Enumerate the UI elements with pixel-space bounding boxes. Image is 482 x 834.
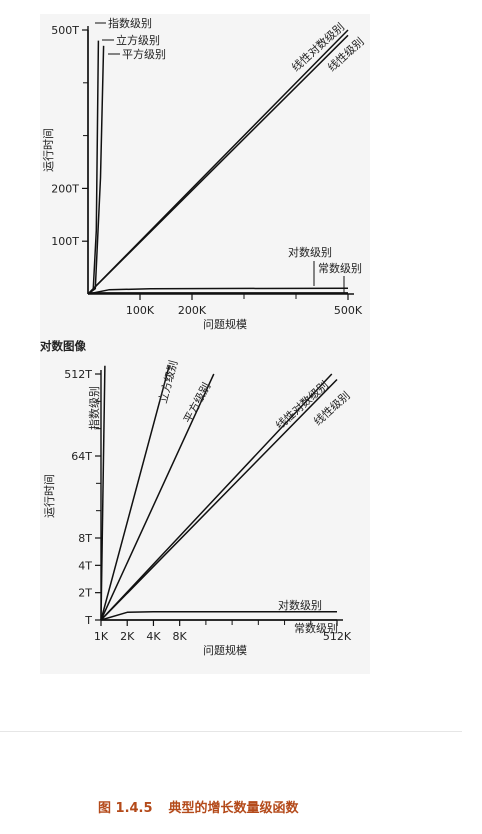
chart2-series-label: 指数级别 (87, 386, 101, 430)
y-tick-label: 2T (78, 587, 92, 600)
y-tick-label: 4T (78, 559, 92, 572)
figure-caption: 图 1.4.5 典型的增长数量级函数 (98, 797, 299, 816)
caption-number: 图 1.4.5 (98, 801, 153, 816)
chart2-series-0-line (100, 365, 106, 621)
x-tick-label: 512K (323, 630, 352, 643)
chart-title: 对数图像 (40, 339, 86, 353)
y-axis-label: 运行时间 (43, 474, 56, 518)
y-tick-label: 500T (51, 24, 79, 37)
chart1-series-label: 立方级别 (116, 33, 160, 47)
x-tick-label: 4K (146, 630, 161, 643)
chart2-series-4-line (100, 378, 338, 621)
x-axis-label: 问题规模 (203, 317, 247, 331)
x-tick-label: 8K (173, 630, 188, 643)
chart2-series-2-line (100, 373, 215, 621)
chart1-series-label: 常数级别 (318, 262, 362, 275)
y-tick-label: T (84, 614, 92, 627)
log-log-growth-chart: T 2T 4T 8T 64T 512T 1K 2K 4K 8K 512K 问题规模 运行时间 对数图像指数… (40, 339, 353, 657)
y-tick-label: 512T (64, 368, 92, 381)
divider (0, 731, 462, 732)
x-axis-label: 问题规模 (203, 643, 247, 657)
chart1-series-5-line (87, 287, 349, 295)
chart2-series-label: 对数级别 (278, 598, 322, 612)
y-tick-label: 64T (71, 450, 92, 463)
chart1-series-label: 平方级别 (122, 47, 166, 61)
chart1-series-2-line (87, 45, 105, 295)
caption-text: 典型的增长数量级函数 (168, 801, 299, 816)
chart2-series-1-line (100, 365, 170, 621)
chart1-series-label: 对数级别 (288, 245, 332, 259)
y-tick-label: 100T (51, 235, 79, 248)
x-tick-label: 1K (94, 630, 109, 643)
figure-background (40, 14, 370, 674)
y-tick-label: 200T (51, 182, 79, 195)
y-axis-label: 运行时间 (42, 128, 55, 172)
x-tick-label: 100K (126, 304, 155, 317)
chart2-series-5-line (100, 611, 337, 621)
chart1-series-4-line (87, 34, 349, 295)
chart1-series-label: 指数级别 (108, 16, 152, 30)
x-tick-label: 500K (334, 304, 363, 317)
x-tick-label: 200K (178, 304, 207, 317)
chart2-series-label: 常数级别 (294, 622, 338, 635)
chart2-series-3-line (100, 373, 333, 621)
y-tick-label: 8T (78, 532, 92, 545)
linear-growth-chart: 100T 200T 500T 100K 200K 500K 问题规模 运行时间 指数级别立方级别… (42, 16, 367, 331)
chart2-series-label: 平方级别 (180, 380, 213, 425)
x-tick-label: 2K (120, 630, 135, 643)
chart2-series-label: 立方级别 (155, 359, 180, 405)
